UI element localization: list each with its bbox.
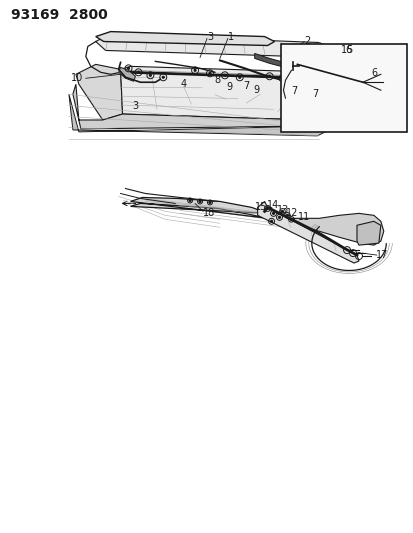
Text: 17: 17 (375, 250, 387, 260)
Circle shape (281, 77, 283, 79)
Text: 10: 10 (71, 73, 83, 83)
Text: 12: 12 (285, 208, 298, 219)
Text: 93169  2800: 93169 2800 (11, 8, 108, 22)
Text: 8: 8 (214, 75, 221, 85)
Circle shape (199, 200, 200, 203)
Circle shape (127, 68, 129, 69)
Polygon shape (69, 94, 328, 136)
Text: 3: 3 (132, 101, 138, 111)
Circle shape (223, 75, 225, 76)
Text: 1: 1 (227, 31, 233, 42)
Circle shape (281, 211, 283, 212)
Circle shape (209, 72, 210, 74)
Circle shape (286, 214, 287, 216)
Circle shape (328, 76, 329, 78)
Text: 6: 6 (371, 68, 377, 78)
Text: 15: 15 (255, 203, 267, 212)
Circle shape (306, 82, 307, 83)
Bar (281, 44, 406, 132)
Text: 4: 4 (180, 79, 186, 89)
Circle shape (268, 75, 270, 77)
Circle shape (293, 79, 294, 81)
Text: 13: 13 (277, 205, 289, 215)
Circle shape (290, 219, 292, 220)
Polygon shape (309, 74, 333, 126)
Polygon shape (95, 35, 335, 58)
Circle shape (209, 201, 210, 203)
Circle shape (149, 75, 151, 76)
Text: 7: 7 (243, 81, 249, 91)
Polygon shape (118, 67, 135, 81)
Circle shape (270, 221, 272, 222)
Polygon shape (76, 64, 122, 120)
Text: 9: 9 (253, 85, 259, 95)
Text: 16: 16 (340, 45, 352, 55)
Polygon shape (287, 59, 332, 76)
Text: 18: 18 (202, 208, 215, 219)
Text: 3: 3 (206, 31, 213, 42)
Text: 11: 11 (297, 212, 310, 222)
Polygon shape (356, 221, 380, 245)
Text: 7: 7 (291, 86, 297, 96)
Text: 14: 14 (267, 200, 279, 211)
Polygon shape (292, 74, 311, 89)
Circle shape (266, 207, 268, 209)
Polygon shape (254, 53, 318, 76)
Text: 7: 7 (311, 89, 318, 99)
Circle shape (335, 75, 337, 76)
Polygon shape (120, 66, 328, 120)
Polygon shape (95, 31, 274, 45)
Circle shape (137, 71, 139, 73)
Circle shape (162, 76, 164, 78)
Circle shape (189, 199, 190, 201)
Polygon shape (289, 213, 383, 245)
Text: 5: 5 (345, 45, 351, 55)
Text: 2: 2 (304, 36, 310, 45)
Circle shape (316, 71, 317, 73)
Circle shape (322, 74, 323, 75)
Polygon shape (130, 197, 267, 219)
Circle shape (278, 216, 280, 218)
Polygon shape (257, 201, 358, 263)
Text: 9: 9 (226, 82, 233, 92)
Circle shape (272, 213, 274, 214)
Circle shape (238, 76, 240, 78)
Circle shape (194, 69, 195, 71)
Polygon shape (73, 84, 316, 129)
